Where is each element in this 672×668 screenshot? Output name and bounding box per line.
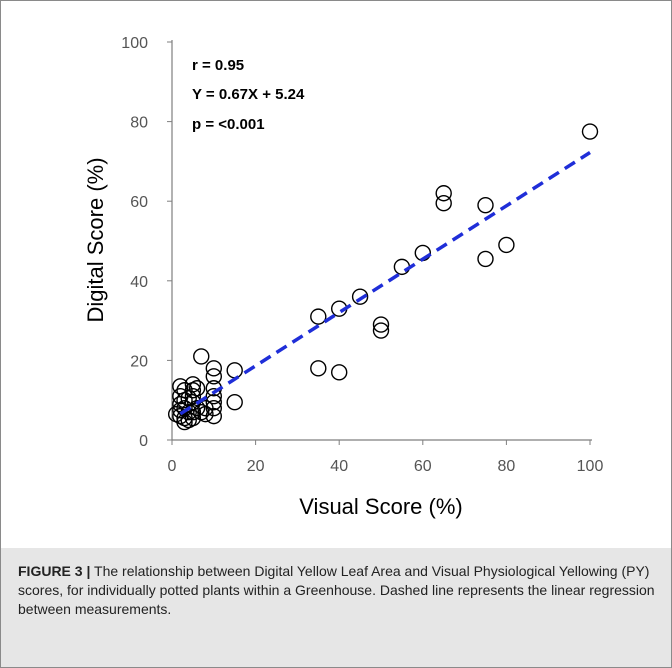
x-tick-label: 0 <box>168 458 177 475</box>
data-point <box>435 194 452 212</box>
data-point <box>477 250 494 268</box>
data-point <box>184 409 202 427</box>
y-axis-title: Digital Score (%) <box>83 157 108 322</box>
y-tick-label: 20 <box>130 353 148 370</box>
y-tick-label: 40 <box>130 274 148 291</box>
data-point <box>205 393 223 411</box>
data-point <box>331 364 348 381</box>
tick-labels: 0 20 40 60 80 100 0 20 40 60 80 100 <box>121 35 603 475</box>
data-point <box>498 236 515 254</box>
data-point <box>477 196 494 214</box>
x-tick-label: 40 <box>330 458 348 475</box>
data-points <box>167 123 599 431</box>
data-point <box>205 388 223 405</box>
x-axis-title: Visual Score (%) <box>299 494 462 519</box>
y-tick-label: 0 <box>139 433 148 450</box>
annotation-r: r = 0.95 <box>192 57 244 74</box>
data-point <box>205 360 223 377</box>
x-tick-label: 20 <box>247 458 265 475</box>
figure-caption: FIGURE 3 | The relationship between Digi… <box>18 562 658 619</box>
x-tick-label: 60 <box>414 458 432 475</box>
y-tick-label: 100 <box>121 35 148 52</box>
data-point <box>193 348 210 365</box>
data-point <box>226 393 243 411</box>
caption-label: FIGURE 3 | <box>18 563 91 579</box>
data-point <box>176 399 193 417</box>
annotation-p: p = <0.001 <box>192 116 265 133</box>
annotation-equation: Y = 0.67X + 5.24 <box>192 86 305 103</box>
data-point <box>372 322 390 339</box>
data-point <box>205 368 223 385</box>
data-point <box>372 316 390 333</box>
regression-line-group <box>179 151 591 416</box>
x-tick-label: 100 <box>577 458 604 475</box>
data-point <box>184 376 202 393</box>
data-point <box>184 388 202 405</box>
caption-text: The relationship between Digital Yellow … <box>18 563 655 617</box>
data-point <box>197 405 214 423</box>
data-point <box>176 382 193 399</box>
data-point <box>226 362 243 379</box>
data-point <box>393 258 411 276</box>
scatter-chart: 0 20 40 60 80 100 0 20 40 60 80 100 Visual Score (%… <box>83 35 603 519</box>
data-point <box>205 399 223 417</box>
data-point <box>205 407 223 425</box>
data-point <box>351 288 369 305</box>
y-tick-label: 80 <box>130 115 148 132</box>
data-point <box>310 360 327 377</box>
x-tick-label: 80 <box>498 458 516 475</box>
y-tick-label: 60 <box>130 194 148 211</box>
chart-axes <box>167 40 592 445</box>
data-point <box>188 380 206 397</box>
data-point <box>581 123 599 140</box>
data-point <box>310 308 327 325</box>
data-point <box>435 185 452 202</box>
regression-line <box>179 151 591 416</box>
caption-box <box>1 548 671 667</box>
